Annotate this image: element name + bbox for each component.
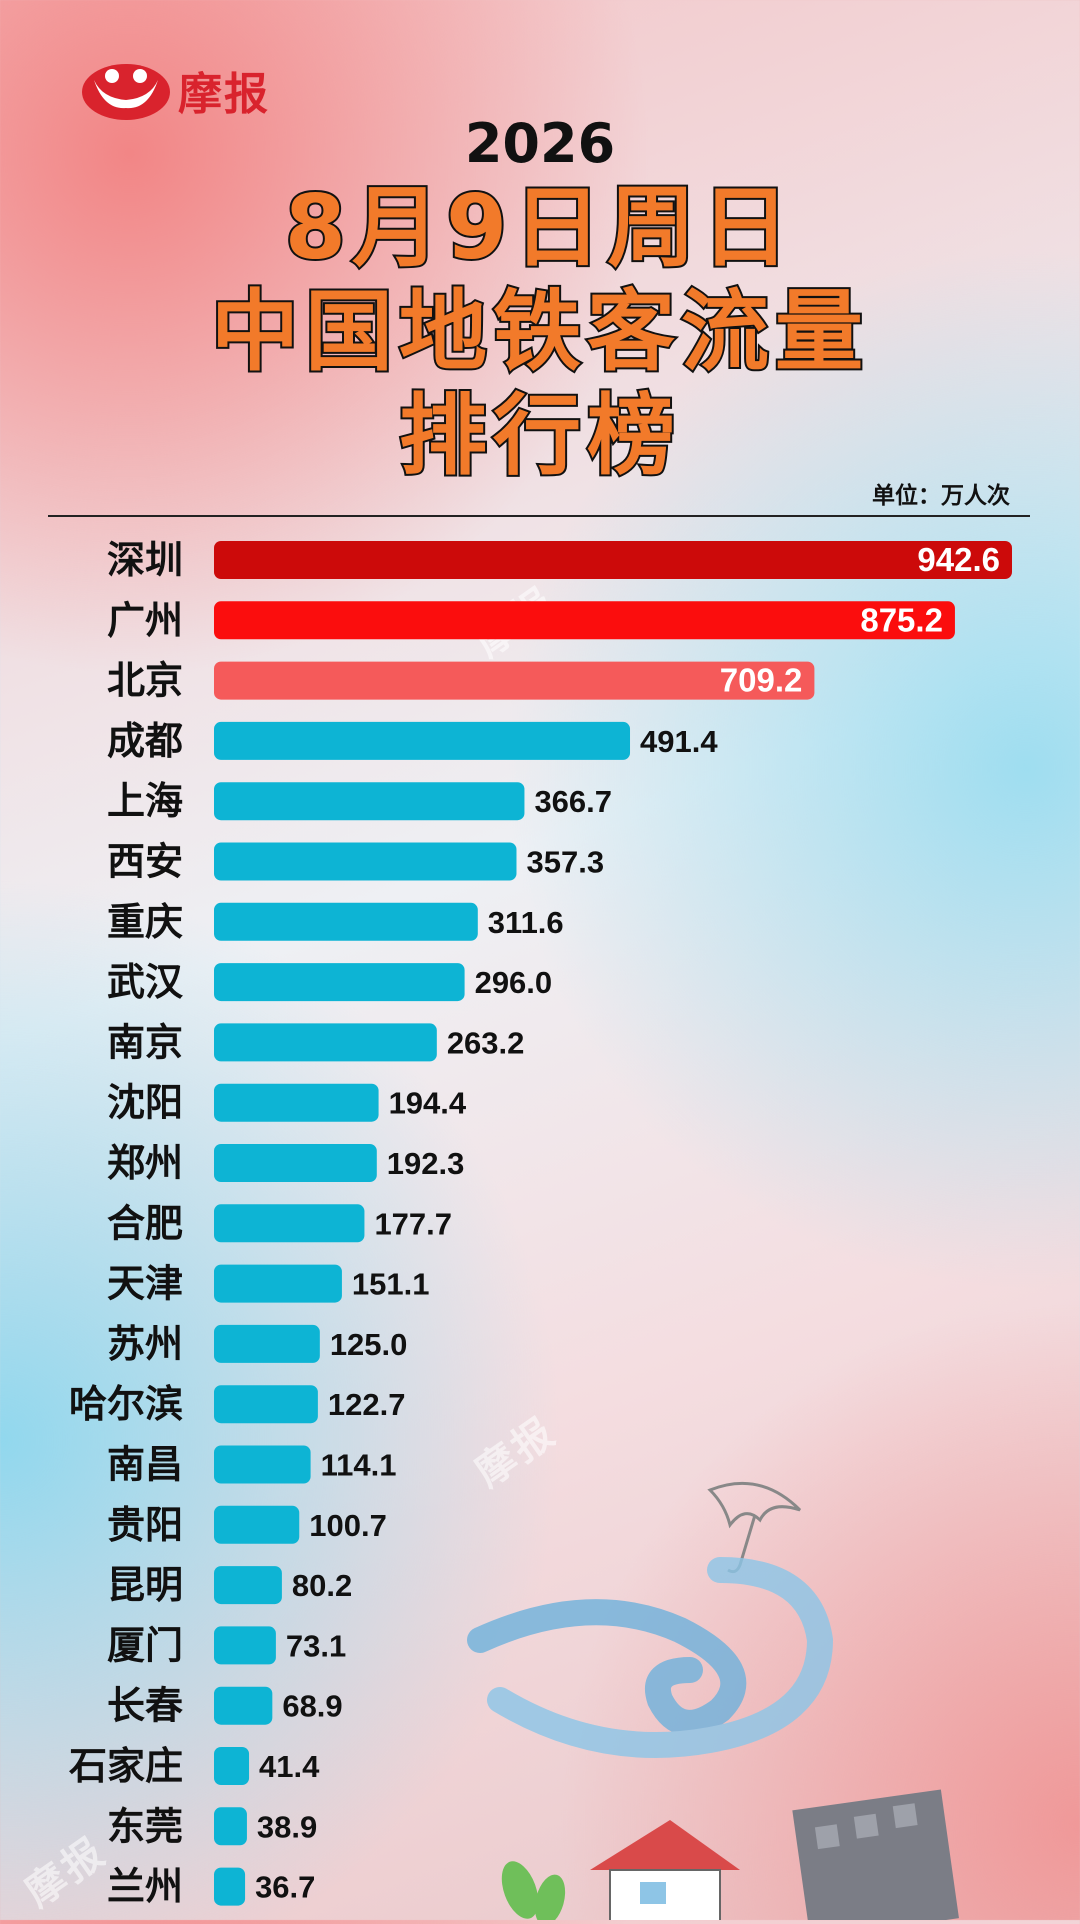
data-label: 41.4 xyxy=(259,1749,320,1784)
bar xyxy=(214,721,631,760)
bar xyxy=(214,1385,318,1424)
category-label: 合肥 xyxy=(107,1201,183,1245)
data-label: 125.0 xyxy=(330,1327,408,1362)
category-label: 成都 xyxy=(107,719,183,763)
data-label: 263.2 xyxy=(447,1025,525,1060)
title-main: 中国地铁客流量 xyxy=(209,278,869,385)
bar xyxy=(214,902,478,941)
category-label: 重庆 xyxy=(107,900,183,944)
brand-logo: 摩报 xyxy=(80,58,270,122)
title-date: 8月9日周日 xyxy=(283,174,796,281)
bar xyxy=(214,1867,246,1906)
category-label: 昆明 xyxy=(107,1563,183,1607)
bar xyxy=(214,1204,365,1243)
bar xyxy=(214,1264,342,1303)
bar xyxy=(214,782,525,821)
bar xyxy=(214,842,517,881)
leaf-icon xyxy=(501,1861,566,1924)
data-label: 194.4 xyxy=(389,1086,467,1121)
logo-text: 摩报 xyxy=(178,69,270,120)
category-label: 东莞 xyxy=(107,1804,183,1848)
category-label: 郑州 xyxy=(107,1141,183,1185)
bar xyxy=(214,1626,276,1665)
bar xyxy=(214,1445,311,1484)
data-label: 357.3 xyxy=(526,845,604,880)
swirl-icon xyxy=(467,1557,834,1758)
data-label: 177.7 xyxy=(374,1206,452,1241)
title-year: 2026 xyxy=(464,112,616,175)
title-block: 2026 8月9日周日 中国地铁客流量 排行榜 xyxy=(0,112,1080,489)
category-label: 兰州 xyxy=(107,1865,183,1909)
bar xyxy=(214,1807,247,1846)
bar xyxy=(214,541,1012,579)
data-label: 122.7 xyxy=(328,1387,406,1422)
building-icon xyxy=(792,1789,959,1924)
category-label: 武汉 xyxy=(107,960,184,1004)
category-label: 厦门 xyxy=(107,1623,183,1667)
category-label: 深圳 xyxy=(107,538,183,582)
bar xyxy=(214,1023,437,1062)
data-label: 296.0 xyxy=(475,965,553,1000)
data-label: 38.9 xyxy=(257,1809,317,1844)
bar xyxy=(214,661,815,700)
category-label: 长春 xyxy=(107,1684,183,1728)
bar xyxy=(214,1686,273,1725)
data-label: 366.7 xyxy=(534,784,612,819)
data-label: 151.1 xyxy=(352,1267,430,1302)
data-label: 491.4 xyxy=(640,724,718,759)
bar xyxy=(214,1324,320,1363)
category-label: 南京 xyxy=(107,1020,183,1064)
category-label: 天津 xyxy=(107,1262,183,1306)
category-label: 沈阳 xyxy=(107,1081,183,1125)
data-label: 192.3 xyxy=(387,1146,465,1181)
bar xyxy=(214,1566,282,1605)
category-label: 石家庄 xyxy=(69,1744,183,1788)
typhoon-illustration xyxy=(440,1470,1060,1924)
moobao-logo-icon xyxy=(82,64,170,120)
category-label: 上海 xyxy=(107,779,183,823)
bar xyxy=(214,1747,250,1785)
data-label: 36.7 xyxy=(255,1870,315,1905)
house-icon xyxy=(590,1820,740,1924)
bar xyxy=(214,1505,300,1544)
data-label: 311.6 xyxy=(488,905,564,940)
data-label: 875.2 xyxy=(860,601,943,638)
data-label: 80.2 xyxy=(292,1568,352,1603)
data-label: 709.2 xyxy=(720,662,803,699)
data-label: 73.1 xyxy=(286,1628,346,1663)
divider-line xyxy=(48,515,1030,517)
category-label: 贵阳 xyxy=(107,1503,183,1547)
category-label: 北京 xyxy=(107,659,183,703)
unit-label: 单位：万人次 xyxy=(872,483,1010,509)
data-label: 68.9 xyxy=(282,1689,342,1724)
title-sub: 排行榜 xyxy=(397,382,681,489)
data-label: 100.7 xyxy=(309,1508,387,1543)
category-label: 苏州 xyxy=(107,1322,183,1366)
bar xyxy=(214,601,955,640)
category-label: 南昌 xyxy=(107,1443,183,1487)
bar xyxy=(214,1083,379,1122)
bar xyxy=(214,1144,377,1182)
category-label: 广州 xyxy=(107,598,183,642)
category-label: 哈尔滨 xyxy=(69,1382,183,1426)
data-label: 114.1 xyxy=(321,1448,397,1483)
data-label: 942.6 xyxy=(917,541,1000,578)
bar xyxy=(214,963,465,1002)
category-label: 西安 xyxy=(107,840,183,884)
